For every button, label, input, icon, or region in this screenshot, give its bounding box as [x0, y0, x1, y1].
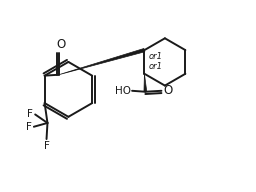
- Text: F: F: [26, 122, 32, 132]
- Polygon shape: [144, 74, 147, 92]
- Text: O: O: [163, 84, 172, 97]
- Text: F: F: [27, 109, 33, 119]
- Text: O: O: [56, 38, 65, 51]
- Text: HO: HO: [115, 86, 131, 96]
- Text: or1: or1: [148, 62, 163, 71]
- Text: or1: or1: [148, 52, 163, 61]
- Polygon shape: [59, 48, 145, 75]
- Text: F: F: [44, 141, 49, 151]
